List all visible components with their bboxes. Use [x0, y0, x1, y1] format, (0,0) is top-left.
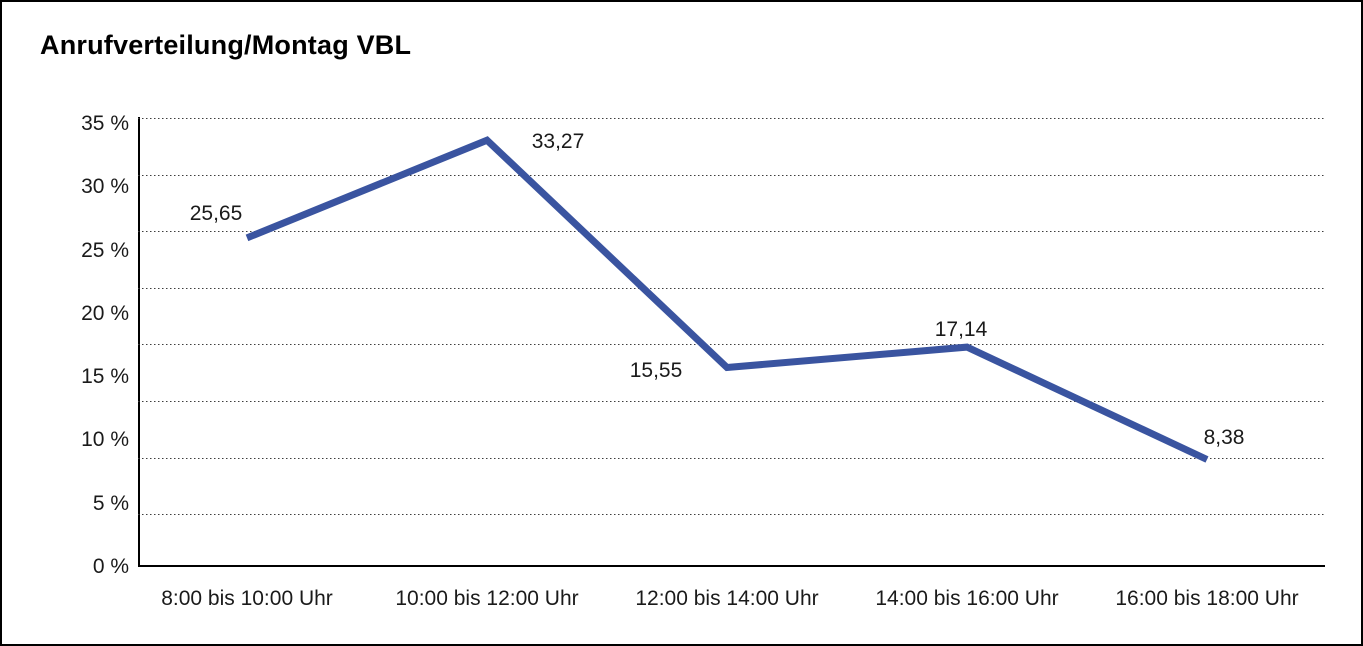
- x-axis-tick-label: 12:00 bis 14:00 Uhr: [635, 587, 819, 610]
- gridline: [138, 457, 1325, 460]
- gridline: [138, 401, 1325, 403]
- y-axis-tick-label: 5 %: [92, 491, 129, 515]
- y-axis-tick-label: 15 %: [81, 365, 129, 389]
- y-axis-line: [138, 117, 140, 567]
- y-axis-tick-label: 25 %: [81, 238, 129, 262]
- gridline: [138, 514, 1325, 517]
- line-series: [245, 136, 1209, 463]
- y-axis-tick-label: 35 %: [81, 112, 129, 135]
- gridline: [138, 174, 1325, 177]
- data-point-label: 8,38: [1203, 426, 1245, 450]
- data-point-label: 33,27: [531, 130, 585, 154]
- chart-title: Anrufverteilung/Montag VBL: [40, 30, 412, 60]
- x-axis-tick-label: 10:00 bis 12:00 Uhr: [395, 587, 579, 610]
- gridline: [138, 344, 1325, 347]
- x-axis-line: [138, 565, 1325, 567]
- gridline: [138, 287, 1325, 290]
- data-point-label: 15,55: [629, 358, 683, 382]
- data-point-label: 25,65: [189, 201, 243, 225]
- data-point-label: 17,14: [934, 318, 988, 342]
- x-axis-tick-label: 8:00 bis 10:00 Uhr: [161, 587, 333, 610]
- y-axis-tick-label: 0 %: [92, 555, 129, 578]
- gridline: [138, 231, 1325, 234]
- x-axis-tick-label: 16:00 bis 18:00 Uhr: [1115, 587, 1299, 610]
- gridline: [138, 118, 1325, 120]
- y-axis-tick-label: 10 %: [81, 428, 129, 452]
- y-axis-tick-label: 30 %: [81, 175, 129, 199]
- y-axis-tick-label: 20 %: [81, 301, 129, 325]
- x-axis-tick-label: 14:00 bis 16:00 Uhr: [875, 587, 1059, 610]
